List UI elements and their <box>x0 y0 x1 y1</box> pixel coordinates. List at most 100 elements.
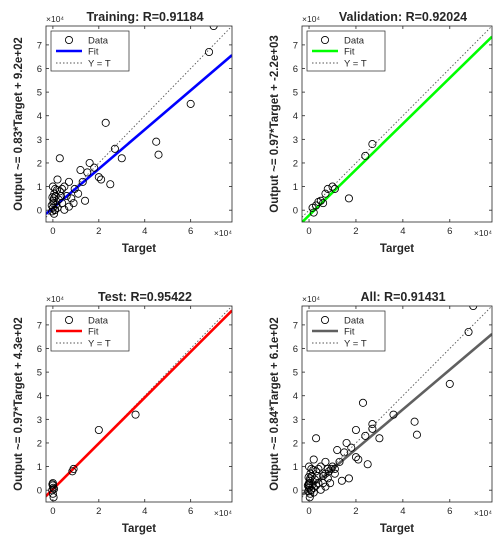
y-axis-exponent: ×10⁴ <box>302 14 320 24</box>
data-point <box>469 306 478 311</box>
y-tick-label: 2 <box>293 438 298 449</box>
legend-marker-data <box>64 315 74 325</box>
data-point <box>60 182 69 191</box>
data-point <box>50 484 59 494</box>
data-point <box>351 453 360 462</box>
y-tick-label: 5 <box>37 368 42 379</box>
data-point <box>48 480 57 489</box>
y-tick-label: 0 <box>37 486 42 497</box>
x-tick-label: 2 <box>353 226 358 237</box>
data-point <box>186 99 195 108</box>
axes-box <box>45 25 233 223</box>
y-tick-label: 2 <box>293 158 298 169</box>
data-point <box>48 489 57 498</box>
y-tick-label: 5 <box>37 88 42 99</box>
data-point <box>51 205 60 214</box>
legend-label: Fit <box>88 47 99 58</box>
data-point <box>309 208 318 217</box>
data-point <box>309 455 318 464</box>
data-point <box>333 446 342 455</box>
legend-label: Data <box>344 36 365 47</box>
y-tick-label: 2 <box>37 438 42 449</box>
data-point <box>94 173 103 182</box>
data-point <box>85 158 94 167</box>
data-point <box>389 410 398 419</box>
y-tick-label: 6 <box>37 64 42 75</box>
x-tick-label: 4 <box>142 506 147 517</box>
x-tick-label: 4 <box>400 226 405 237</box>
data-point <box>76 166 85 175</box>
data-point <box>70 184 79 193</box>
x-axis-exponent: ×10⁴ <box>474 228 492 238</box>
data-point <box>90 163 99 172</box>
x-tick-label: 2 <box>96 226 101 237</box>
y-axis-label: Output ~= 0.83*Target + 9.2e+02 <box>13 37 25 211</box>
y-axis-exponent: ×10⁴ <box>46 294 64 304</box>
data-point <box>68 467 77 476</box>
x-axis-label: Target <box>122 523 156 535</box>
legend-label: Fit <box>88 327 99 338</box>
y-tick-label: 6 <box>293 344 298 355</box>
data-point <box>56 191 65 201</box>
data-point <box>55 154 64 163</box>
y-tick-label: 2 <box>37 158 42 169</box>
y-tick-label: 4 <box>293 111 298 122</box>
data-point <box>361 431 370 440</box>
data-point <box>131 410 140 419</box>
x-axis-label: Target <box>380 523 414 535</box>
data-point <box>445 379 454 388</box>
data-point <box>309 466 318 475</box>
panel-1: 0 2 4 6 0 1 2 3 4 5 6 7 ×10⁴ ×10⁴ Training: R=0.91184 T… <box>13 10 233 255</box>
y-tick-label: 4 <box>37 391 42 402</box>
axes-box <box>301 25 493 223</box>
data-point <box>313 471 322 481</box>
data-point <box>67 194 76 203</box>
x-tick-label: 0 <box>306 506 311 517</box>
x-axis-label: Target <box>122 243 156 255</box>
legend-label: Y = T <box>88 59 111 70</box>
legend-label: Data <box>88 36 109 47</box>
legend-marker-data <box>320 35 330 45</box>
y-tick-label: 1 <box>37 182 42 193</box>
y-tick-label: 7 <box>37 320 42 331</box>
data-point <box>335 457 344 466</box>
x-axis-exponent: ×10⁴ <box>474 508 492 518</box>
data-point <box>309 488 318 497</box>
y-axis-label: Output ~= 0.97*Target + 4.3e+02 <box>13 317 25 491</box>
y-tick-label: 3 <box>37 415 42 426</box>
data-point <box>50 209 59 218</box>
panel-4: 0 2 4 6 0 1 2 3 4 5 6 7 ×10⁴ ×10⁴ All: R=0.91431 Target… <box>269 290 493 535</box>
data-point <box>64 202 73 211</box>
y-tick-label: 6 <box>37 344 42 355</box>
x-tick-label: 2 <box>353 506 358 517</box>
data-point <box>340 448 349 457</box>
x-tick-label: 0 <box>50 226 55 237</box>
data-point <box>319 199 328 208</box>
data-point <box>354 455 363 464</box>
data-point <box>62 191 71 201</box>
chart-title: Test: R=0.95422 <box>98 290 192 304</box>
x-axis-label: Target <box>380 243 414 255</box>
data-point <box>321 457 330 466</box>
legend-label: Fit <box>344 47 355 58</box>
data-point <box>351 425 360 435</box>
panel-2: 0 2 4 6 0 1 2 3 4 5 6 7 ×10⁴ ×10⁴ Validation: R=0.9202… <box>269 10 493 255</box>
data-point <box>361 151 370 160</box>
data-point <box>342 438 351 447</box>
data-point <box>410 417 419 426</box>
y-axis-label: Output ~= 0.84*Target + 6.1e+02 <box>269 317 281 491</box>
plot-content <box>302 306 492 502</box>
data-point <box>209 26 218 31</box>
data-point <box>319 479 328 488</box>
legend-label: Data <box>88 316 109 327</box>
legend-label: Data <box>344 316 365 327</box>
x-tick-label: 6 <box>447 226 452 237</box>
data-point <box>49 493 58 502</box>
data-point <box>337 476 346 485</box>
data-point <box>152 137 161 146</box>
y-tick-label: 1 <box>293 462 298 473</box>
data-point <box>464 327 473 337</box>
data-point <box>305 493 314 502</box>
fit-line <box>46 54 232 215</box>
